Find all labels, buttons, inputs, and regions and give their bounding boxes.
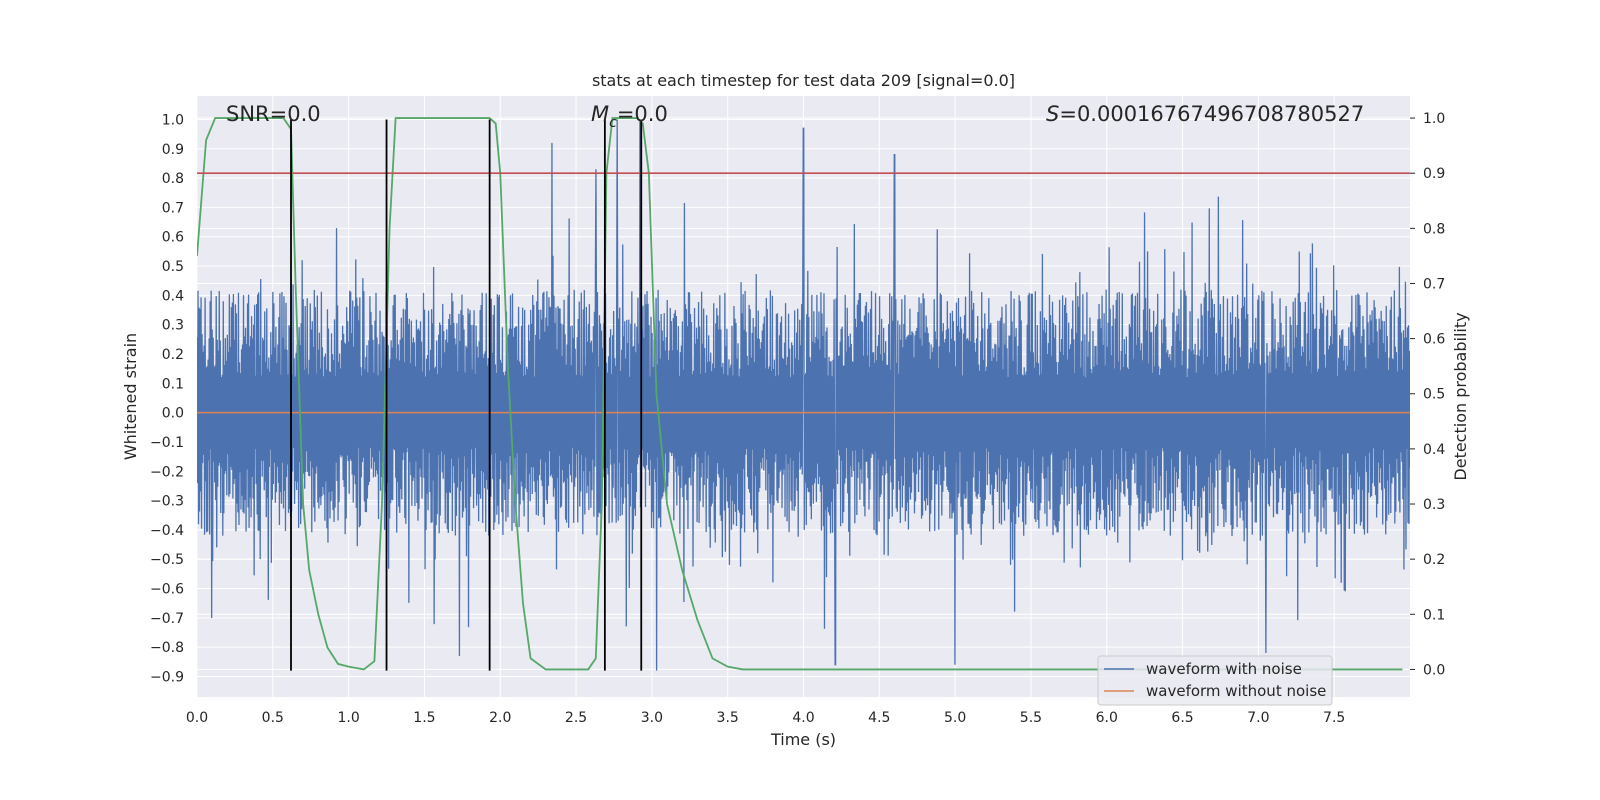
legend-label-waveform-without-noise: waveform without noise [1146, 682, 1326, 700]
x-tick-label: 2.0 [489, 710, 511, 726]
y2-tick-label: 0.5 [1423, 387, 1445, 403]
y-tick-label: −0.7 [150, 611, 184, 627]
y-axis-ticks: −0.9 −0.8 −0.7 −0.6 −0.5 −0.4 −0.3 −0.2 −0.1 0.0 0… [150, 112, 184, 685]
annotation-chirp-mass-symbol: M [591, 102, 609, 126]
annotation-snr: SNR=0.0 [226, 102, 321, 126]
y-tick-label: −0.6 [150, 582, 184, 598]
y2-axis-label: Detection probability [1451, 312, 1470, 480]
x-tick-label: 4.0 [792, 710, 814, 726]
y2-tick-label: 0.6 [1423, 332, 1445, 348]
y-tick-label: 0.9 [162, 142, 184, 158]
annotation-chirp-mass-value: =0.0 [617, 102, 668, 126]
x-axis-label: Time (s) [770, 730, 836, 749]
x-tick-label: 5.5 [1020, 710, 1042, 726]
annotation-s: S=0.00016767496708780527 [1046, 102, 1364, 126]
y-tick-label: −0.8 [150, 640, 184, 656]
y-tick-label: 0.7 [162, 200, 184, 216]
y-tick-label: 0.1 [162, 376, 184, 392]
y2-tick-label: 0.8 [1423, 221, 1445, 237]
annotation-chirp-mass-subscript: c [609, 115, 617, 131]
x-tick-label: 3.0 [641, 710, 663, 726]
y2-tick-label: 0.0 [1423, 662, 1445, 678]
y2-tick-label: 0.4 [1423, 442, 1445, 458]
x-tick-label: 0.5 [262, 710, 284, 726]
y-tick-label: −0.9 [150, 669, 184, 685]
y2-tick-label: 0.1 [1423, 607, 1445, 623]
legend-box [1097, 655, 1333, 706]
x-tick-label: 7.5 [1323, 710, 1345, 726]
y-tick-label: 0.0 [162, 406, 184, 422]
y-tick-label: 0.5 [162, 259, 184, 275]
y2-tick-label: 0.7 [1423, 276, 1445, 292]
y-tick-label: 0.3 [162, 318, 184, 334]
series-layer [197, 117, 1410, 671]
x-tick-label: 0.0 [186, 710, 208, 726]
x-tick-label: 6.5 [1171, 710, 1193, 726]
y-tick-label: −0.1 [150, 435, 184, 451]
series-waveform-with-noise [197, 119, 1410, 671]
y-tick-label: −0.4 [150, 523, 184, 539]
legend-label-waveform-with-noise: waveform with noise [1146, 660, 1302, 678]
x-tick-label: 2.5 [565, 710, 587, 726]
x-tick-label: 1.5 [413, 710, 435, 726]
x-tick-label: 1.0 [337, 710, 359, 726]
y-tick-label: 0.4 [162, 288, 184, 304]
chart-title: stats at each timestep for test data 209… [592, 71, 1015, 90]
y2-tick-label: 0.9 [1423, 166, 1445, 182]
y-axis-label: Whitened strain [121, 333, 140, 460]
annotation-chirp-mass: Mc=0.0 [591, 102, 668, 131]
y-tick-label: 1.0 [162, 112, 184, 128]
x-tick-label: 3.5 [717, 710, 739, 726]
y2-axis-ticks: 0.0 0.1 0.2 0.3 0.4 0.5 0.6 0.7 0.8 0.9 1.0 [1410, 111, 1445, 678]
x-axis-ticks: 0.0 0.5 1.0 1.5 2.0 2.5 3.0 3.5 4.0 4.5 5.0 5.5 6.0 6… [186, 710, 1345, 726]
y-tick-label: 0.8 [162, 171, 184, 187]
annotation-s-symbol: S [1046, 102, 1059, 126]
y-tick-label: 0.6 [162, 230, 184, 246]
x-tick-label: 7.0 [1247, 710, 1269, 726]
x-tick-label: 6.0 [1096, 710, 1118, 726]
x-tick-label: 5.0 [944, 710, 966, 726]
y-tick-label: −0.2 [150, 464, 184, 480]
y-tick-label: −0.5 [150, 552, 184, 568]
annotation-s-value: =0.00016767496708780527 [1059, 102, 1364, 126]
y2-tick-label: 0.3 [1423, 497, 1445, 513]
y2-tick-label: 0.2 [1423, 552, 1445, 568]
y-tick-label: 0.2 [162, 347, 184, 363]
y-tick-label: −0.3 [150, 494, 184, 510]
x-tick-label: 4.5 [868, 710, 890, 726]
legend: waveform with noise waveform without noi… [1097, 655, 1333, 706]
y2-tick-label: 1.0 [1423, 111, 1445, 127]
